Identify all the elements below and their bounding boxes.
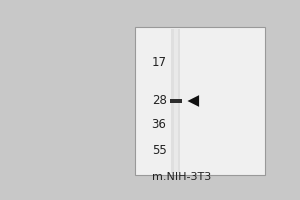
Bar: [171, 29, 181, 173]
Text: 28: 28: [152, 95, 167, 108]
Bar: [170, 99, 182, 103]
Polygon shape: [188, 95, 199, 107]
Bar: [135, 27, 266, 175]
Text: 55: 55: [152, 144, 167, 157]
Text: 36: 36: [152, 118, 167, 131]
Bar: [173, 29, 178, 173]
Text: 17: 17: [152, 56, 166, 69]
Text: m.NIH-3T3: m.NIH-3T3: [152, 172, 211, 182]
